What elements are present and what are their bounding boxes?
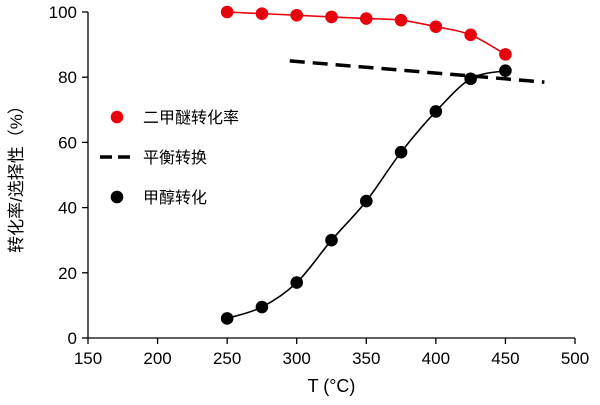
data-point-marker <box>499 48 512 61</box>
y-tick-label: 20 <box>58 264 77 283</box>
legend-label: 甲醇转化 <box>143 189 207 207</box>
data-point-marker <box>290 8 304 22</box>
series-dashed-line-1 <box>289 59 545 84</box>
data-point-marker <box>429 105 443 118</box>
data-point-marker <box>220 312 234 325</box>
data-point-marker <box>394 145 408 159</box>
legend-marker <box>110 190 124 204</box>
x-tick-label: 450 <box>491 349 519 368</box>
data-point-marker <box>325 10 338 24</box>
y-tick-label: 100 <box>49 3 77 22</box>
x-tick-label: 300 <box>283 349 311 368</box>
legend-marker <box>110 110 124 124</box>
data-point-marker <box>325 233 338 247</box>
x-tick-label: 250 <box>213 349 241 368</box>
data-point-marker <box>464 28 477 42</box>
data-point-marker <box>429 20 443 33</box>
x-tick-label: 400 <box>422 349 450 368</box>
x-tick-label: 350 <box>352 349 380 368</box>
y-tick-label: 60 <box>58 133 77 152</box>
data-point-marker <box>359 194 373 208</box>
data-point-marker <box>394 13 408 27</box>
y-tick-label: 0 <box>68 329 77 348</box>
x-tick-label: 200 <box>143 349 171 368</box>
data-point-marker <box>255 7 269 20</box>
legend-label: 平衡转换 <box>143 149 207 167</box>
y-axis-title: 转化率/选择性（%） <box>7 97 26 253</box>
y-tick-label: 40 <box>58 199 77 218</box>
legend-label: 二甲醚转化率 <box>143 109 239 127</box>
data-point-marker <box>255 300 269 314</box>
data-point-marker <box>464 72 477 86</box>
x-tick-label: 500 <box>561 349 589 368</box>
x-tick-label: 150 <box>74 349 102 368</box>
data-point-marker <box>359 12 373 25</box>
data-point-marker <box>499 64 512 77</box>
data-point-marker <box>290 276 304 289</box>
x-axis-title: T (°C) <box>308 376 356 396</box>
data-point-marker <box>220 5 234 19</box>
y-tick-label: 80 <box>58 68 77 87</box>
series-line-2 <box>226 69 506 320</box>
